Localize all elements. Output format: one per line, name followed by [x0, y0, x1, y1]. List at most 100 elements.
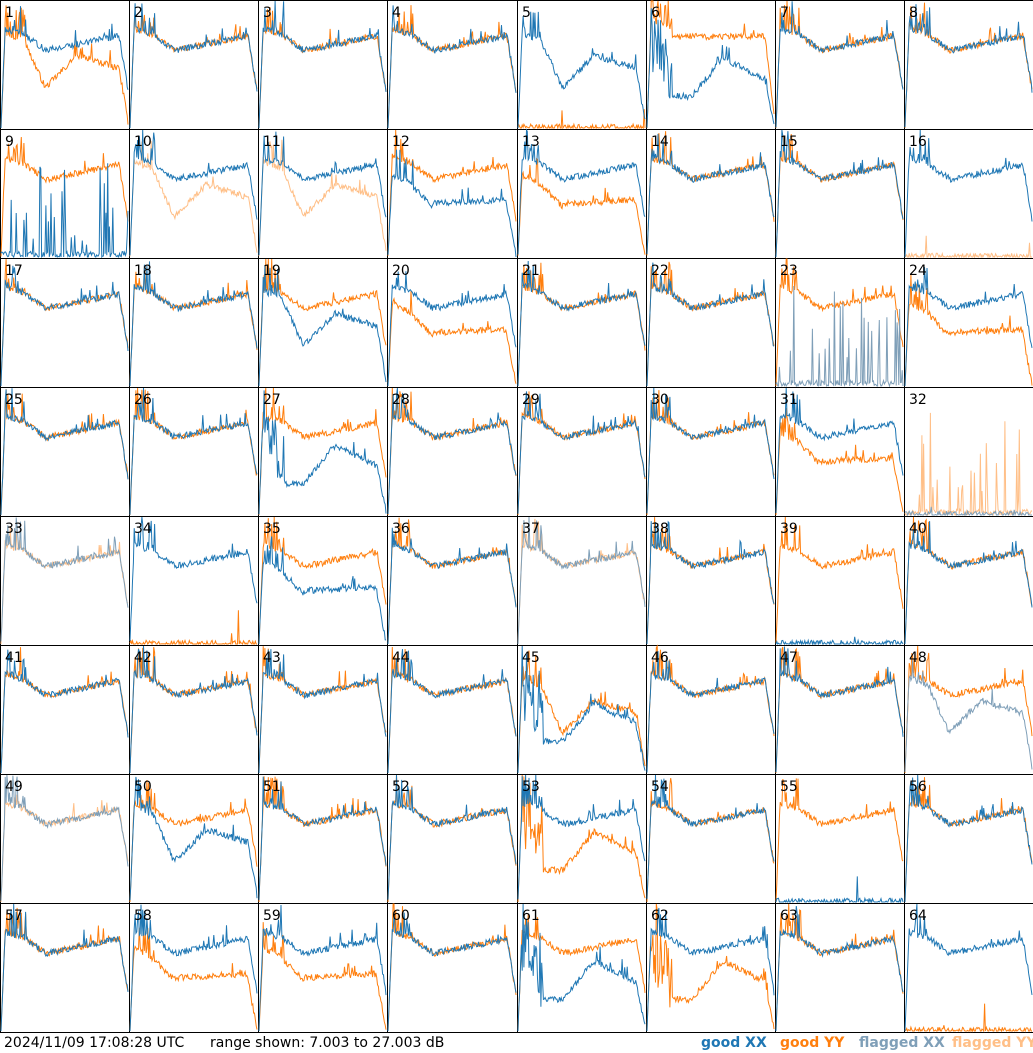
tile-label: 51: [263, 779, 281, 795]
series-xx: [517, 774, 646, 900]
series-xx: [904, 903, 1033, 1032]
series-xx: [129, 516, 258, 642]
tile-label: 46: [651, 650, 669, 666]
tile-13: 13: [517, 128, 647, 259]
tile-label: 5: [522, 5, 531, 21]
series-xx: [129, 904, 258, 1032]
tile-label: 17: [5, 263, 23, 279]
tile-frame: [904, 387, 1033, 517]
legend-flagged-xx: flagged XX: [859, 1035, 945, 1051]
tile-53: 53: [517, 774, 647, 904]
tile-label: 4: [392, 5, 401, 21]
series-xx: [904, 521, 1033, 645]
tile-26: 26: [129, 387, 259, 517]
series-xx: [0, 163, 129, 259]
series-xx: [387, 912, 517, 1032]
series-xx: [517, 645, 646, 773]
tile-59: 59: [258, 903, 388, 1033]
tile-frame: [0, 774, 130, 904]
series-xx: [0, 517, 129, 642]
series-xx: [387, 387, 517, 515]
tile-29: 29: [517, 387, 647, 517]
series-xx: [0, 649, 129, 774]
tile-frame: [904, 0, 1033, 130]
series-xx: [646, 387, 775, 514]
tile-frame: [646, 774, 776, 904]
series-xx: [646, 133, 775, 255]
series-yy: [387, 290, 517, 384]
tile-22: 22: [646, 258, 776, 388]
tile-label: 41: [5, 650, 23, 666]
tile-1: 1: [0, 0, 130, 130]
tile-label: 34: [134, 521, 152, 537]
series-xx: [0, 774, 129, 901]
tile-frame: [129, 0, 259, 130]
series-yy: [775, 258, 904, 387]
tile-32: 32: [904, 387, 1033, 517]
tile-46: 46: [646, 644, 776, 775]
tile-label: 38: [651, 521, 669, 537]
tile-label: 27: [263, 392, 281, 408]
tile-label: 21: [522, 263, 540, 279]
tile-label: 23: [780, 263, 798, 279]
tile-20: 20: [387, 258, 518, 388]
series-yy: [258, 516, 387, 644]
series-xx: [129, 129, 258, 256]
tile-43: 43: [258, 645, 388, 775]
tile-21: 21: [517, 258, 647, 388]
tile-30: 30: [646, 387, 776, 517]
series-yy: [258, 7, 387, 129]
tile-label: 8: [909, 5, 918, 21]
tile-55: 55: [775, 774, 905, 904]
series-xx: [517, 903, 646, 1032]
series-xx: [775, 646, 904, 773]
series-yy: [258, 139, 387, 257]
series-xx: [517, 516, 646, 645]
tile-label: 44: [392, 650, 410, 666]
tile-label: 60: [392, 908, 410, 924]
legend-good-yy: good YY: [780, 1035, 845, 1051]
series-xx: [517, 391, 646, 514]
series-xx: [517, 260, 646, 387]
series-xx: [129, 645, 258, 774]
series-xx: [258, 131, 387, 256]
tile-12: 12: [387, 129, 518, 259]
tile-label: 50: [134, 779, 152, 795]
tile-24: 24: [904, 258, 1033, 388]
series-xx: [0, 903, 129, 1032]
tile-7: 7: [775, 0, 905, 130]
series-xx: [387, 271, 517, 387]
series-yy: [517, 157, 646, 256]
tile-frame: [258, 387, 388, 517]
tile-frame: [775, 387, 905, 517]
series-xx: [904, 4, 1033, 128]
series-xx: [258, 0, 387, 129]
tile-label: 52: [392, 779, 410, 795]
tile-label: 58: [134, 908, 152, 924]
tile-frame: [387, 0, 518, 130]
tile-54: 54: [646, 774, 776, 904]
tile-45: 45: [517, 645, 647, 775]
tile-36: 36: [387, 516, 518, 646]
series-yy: [775, 0, 904, 129]
series-xx: [387, 774, 517, 900]
series-yy: [517, 391, 646, 516]
series-yy: [0, 794, 129, 903]
tile-label: 9: [5, 134, 14, 150]
tile-label: 11: [263, 134, 281, 150]
series-xx: [0, 388, 129, 515]
series-yy: [258, 922, 387, 1032]
series-yy: [387, 129, 517, 256]
series-xx: [129, 261, 258, 387]
tile-label: 42: [134, 650, 152, 666]
tile-61: 61: [517, 903, 647, 1033]
tile-frame: [129, 645, 259, 775]
legend-flagged-yy: flagged YY: [952, 1035, 1033, 1051]
series-xx: [387, 149, 517, 258]
tile-frame: [387, 516, 518, 646]
tile-label: 40: [909, 521, 927, 537]
tile-14: 14: [646, 129, 776, 259]
tile-label: 57: [5, 908, 23, 924]
series-yy: [129, 779, 258, 903]
tile-frame: [258, 258, 388, 388]
